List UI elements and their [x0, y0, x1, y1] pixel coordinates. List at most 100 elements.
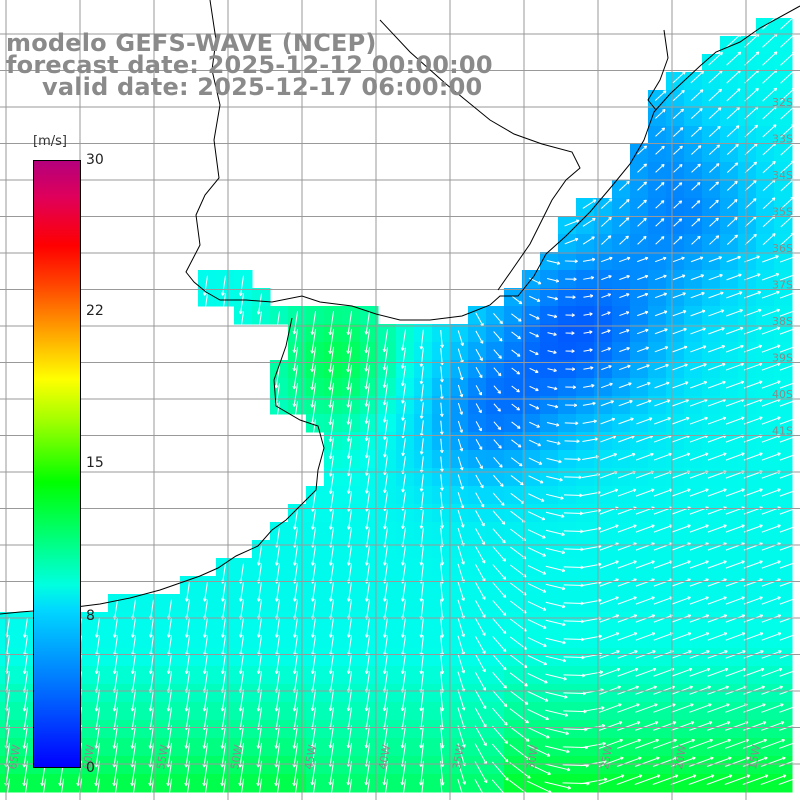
wind-arrow: [457, 778, 467, 800]
wind-arrow: [511, 331, 521, 340]
wind-arrow: [184, 653, 191, 675]
wind-arrow: [94, 653, 101, 675]
wind-arrow: [598, 738, 624, 749]
wind-arrow: [419, 402, 424, 419]
wind-arrow: [654, 381, 670, 389]
wind-arrow: [672, 381, 689, 389]
wind-arrow: [546, 475, 563, 482]
wind-arrow: [310, 689, 317, 712]
wind-arrow: [238, 760, 245, 787]
wind-arrow: [113, 778, 119, 800]
wind-arrow: [635, 703, 658, 713]
wind-arrow: [545, 709, 569, 717]
wind-arrow: [493, 349, 502, 359]
wind-arrow: [689, 560, 709, 569]
wind-arrow: [383, 617, 388, 638]
wind-arrow: [689, 667, 711, 677]
wind-arrow: [619, 256, 631, 263]
wind-arrow: [779, 596, 799, 605]
wind-arrow: [440, 474, 444, 491]
wind-arrow: [544, 727, 569, 735]
wind-arrow: [655, 236, 665, 245]
wind-arrow: [112, 725, 119, 749]
title-model: modelo GEFS-WAVE (NCEP): [6, 29, 377, 57]
wind-arrow: [238, 275, 244, 296]
wind-arrow: [474, 617, 486, 636]
wind-arrow: [166, 689, 173, 712]
wind-arrow: [275, 778, 281, 800]
wind-arrow: [744, 51, 760, 66]
wind-arrow: [546, 259, 561, 265]
wind-arrow: [547, 350, 557, 355]
wind-arrow: [582, 437, 599, 442]
wind-arrow: [617, 685, 640, 695]
wind-arrow: [709, 181, 719, 191]
wind-arrow: [492, 654, 507, 671]
wind-arrow: [328, 310, 335, 336]
wind-arrow: [652, 756, 678, 767]
wind-arrow: [779, 614, 800, 623]
wind-arrow: [274, 653, 281, 675]
wind-arrow: [202, 742, 209, 768]
wind-arrow: [689, 596, 709, 605]
wind-arrow: [617, 721, 641, 731]
wind-arrow: [726, 291, 743, 299]
wind-arrow: [600, 216, 612, 227]
wind-arrow: [689, 524, 709, 533]
wind-arrow: [419, 347, 424, 367]
wind-arrow: [635, 596, 655, 605]
wind-arrow: [419, 509, 424, 529]
wind-arrow: [545, 655, 567, 663]
wind-arrow: [440, 366, 444, 383]
wind-arrow: [510, 295, 523, 305]
wind-arrow: [618, 452, 636, 461]
wind-arrow: [545, 673, 567, 681]
wind-arrow: [709, 163, 720, 173]
wind-arrow: [544, 745, 570, 754]
wind-arrow: [328, 346, 335, 373]
wind-arrow: [726, 326, 744, 335]
longitude-label: 20W: [672, 744, 689, 771]
wind-arrow: [743, 614, 764, 623]
wind-arrow: [239, 581, 244, 602]
wind-arrow: [311, 545, 316, 566]
wind-arrow: [599, 685, 622, 695]
wind-arrow: [202, 725, 209, 749]
wind-arrow: [383, 778, 389, 800]
wind-arrow: [292, 311, 299, 335]
wind-arrow: [706, 774, 733, 785]
wind-arrow: [616, 756, 642, 767]
wind-arrow: [439, 402, 444, 417]
wind-arrow: [582, 419, 597, 424]
wind-arrow: [599, 560, 619, 569]
wind-arrow: [474, 635, 486, 654]
wind-arrow: [544, 781, 572, 790]
wind-arrow: [364, 383, 371, 407]
wind-arrow: [238, 293, 245, 315]
wind-arrow: [580, 759, 607, 767]
wind-arrow: [761, 416, 781, 425]
wind-arrow: [328, 455, 335, 477]
wind-arrow: [492, 725, 508, 744]
wind-arrow: [564, 439, 580, 444]
wind-arrow: [130, 689, 137, 712]
wind-arrow: [709, 235, 720, 245]
wind-arrow: [401, 545, 406, 566]
wind-arrow: [761, 560, 781, 569]
wind-arrow: [690, 70, 705, 84]
wind-arrow: [618, 364, 631, 371]
wind-arrow: [726, 162, 739, 173]
wind-arrow: [689, 416, 708, 425]
longitude-label: 30W: [524, 744, 541, 771]
wind-arrow: [709, 217, 719, 227]
wind-arrow: [419, 689, 424, 712]
wind-arrow: [475, 545, 486, 564]
wind-arrow: [726, 309, 743, 317]
wind-arrow: [547, 332, 557, 337]
wind-arrow: [760, 774, 787, 785]
wind-arrow: [274, 689, 281, 712]
wind-arrow: [492, 564, 507, 580]
wind-arrow: [185, 778, 191, 800]
wind-arrow: [311, 581, 316, 602]
wind-arrow: [601, 293, 612, 299]
